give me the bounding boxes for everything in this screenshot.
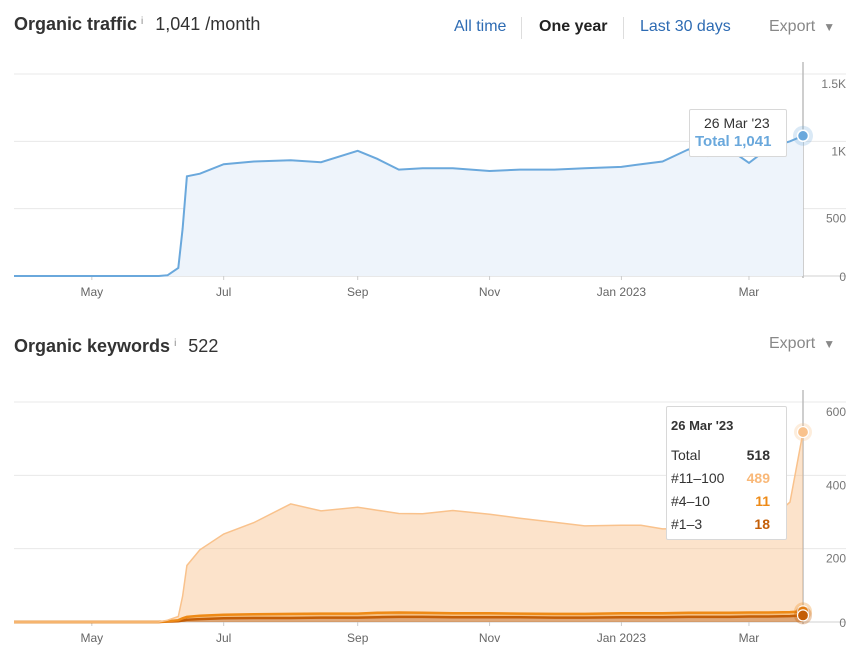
y-tick-label: 200	[826, 552, 846, 566]
x-tick-label: Sep	[347, 631, 369, 645]
x-tick-label: Sep	[347, 285, 369, 299]
x-tick-label: Mar	[739, 285, 760, 299]
traffic-point	[796, 129, 810, 143]
tooltip-value-total: 518	[746, 447, 770, 463]
range-last-30-days[interactable]: Last 30 days	[640, 18, 731, 35]
range-all-time[interactable]: All time	[454, 18, 507, 35]
x-tick-label: Mar	[739, 631, 760, 645]
y-tick-label: 500	[826, 212, 846, 226]
traffic-tooltip-total: Total 1,041	[695, 133, 772, 150]
keywords-tooltip: 26 Mar '23 Total 518 #11–100 489 #4–10 1…	[666, 406, 787, 540]
kw-area-11-100	[14, 432, 803, 622]
y-tick-label: 1.5K	[821, 77, 846, 91]
kw-point-11-100	[796, 425, 810, 439]
y-tick-label: 600	[826, 405, 846, 419]
tooltip-label-1-3: #1–3	[671, 516, 703, 532]
traffic-title: Organic traffic	[14, 14, 138, 34]
range-divider	[623, 17, 624, 39]
tooltip-label-4-10: #4–10	[671, 493, 710, 509]
keywords-export-button[interactable]: Export ▼	[769, 335, 835, 353]
traffic-area	[14, 135, 803, 276]
traffic-tooltip: 26 Mar '23 Total 1,041	[689, 109, 787, 157]
y-tick-label: 0	[839, 616, 846, 630]
traffic-chart[interactable]: 0 500 1K 1.5K May Jul Sep Nov Jan 2023 Mar	[0, 58, 868, 308]
tooltip-value-11-100: 489	[746, 470, 770, 486]
x-tick-label: May	[80, 631, 103, 645]
range-divider	[521, 17, 522, 39]
traffic-export-button[interactable]: Export ▼	[769, 18, 835, 36]
traffic-value: 1,041 /month	[155, 14, 261, 34]
keywords-header: Organic keywords i 522	[14, 336, 218, 357]
y-tick-label: 0	[839, 270, 846, 284]
traffic-tooltip-date: 26 Mar '23	[704, 115, 770, 131]
x-tick-label: Jan 2023	[597, 285, 647, 299]
traffic-info-icon[interactable]: i	[141, 16, 144, 27]
keywords-info-icon[interactable]: i	[174, 338, 177, 349]
kw-line-4-10	[14, 610, 804, 624]
caret-down-icon: ▼	[823, 337, 836, 351]
export-label: Export	[769, 18, 816, 35]
traffic-header: Organic traffic i 1,041 /month	[14, 14, 260, 35]
x-tick-label: Jan 2023	[597, 631, 647, 645]
x-tick-label: Nov	[479, 285, 500, 299]
keywords-value: 522	[188, 336, 219, 356]
kw-point-1-3	[796, 609, 810, 622]
kw-area-1-3	[14, 615, 803, 622]
tooltip-label-total: Total	[671, 447, 701, 463]
y-tick-label: 400	[826, 478, 846, 492]
export-label: Export	[769, 335, 816, 352]
caret-down-icon: ▼	[823, 20, 836, 34]
y-tick-label: 1K	[831, 144, 846, 158]
tooltip-label-11-100: #11–100	[671, 470, 725, 486]
range-one-year[interactable]: One year	[539, 18, 608, 35]
x-tick-label: Jul	[216, 285, 231, 299]
keywords-title: Organic keywords	[14, 336, 171, 356]
x-tick-label: May	[80, 285, 103, 299]
tooltip-value-4-10: 11	[755, 493, 770, 509]
keywords-tooltip-date: 26 Mar '23	[671, 418, 734, 433]
tooltip-value-1-3: 18	[754, 516, 770, 532]
x-tick-label: Jul	[216, 631, 231, 645]
x-tick-label: Nov	[479, 631, 500, 645]
